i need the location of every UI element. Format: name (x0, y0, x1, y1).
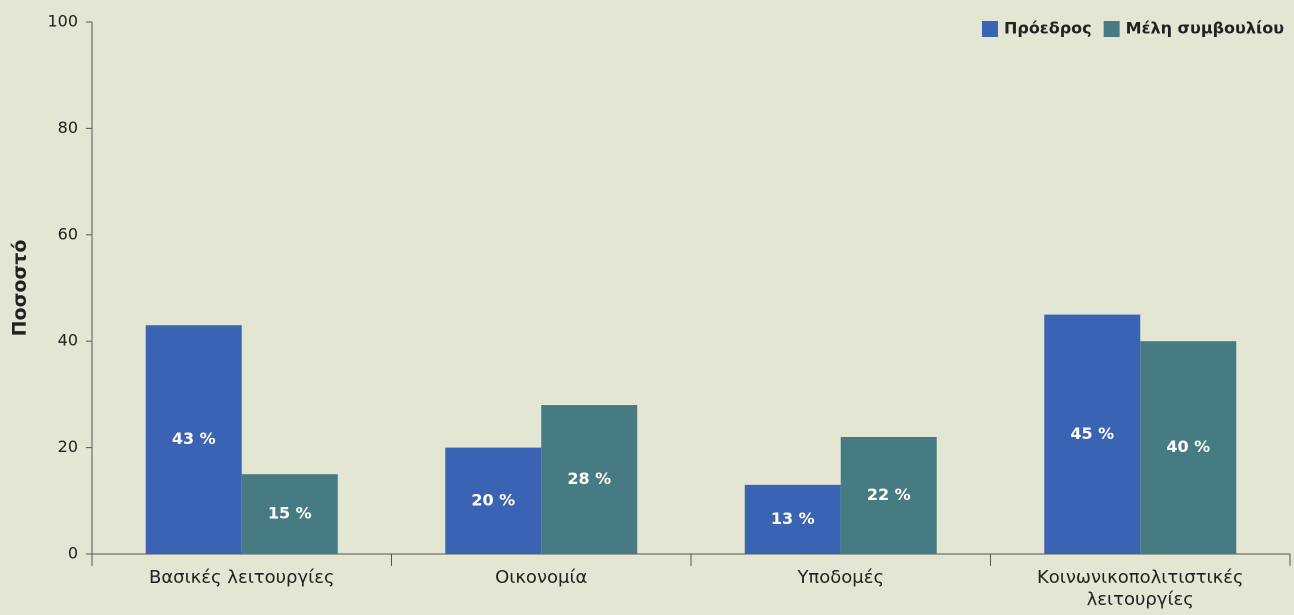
bar (541, 405, 638, 554)
y-tick-label: 60 (58, 224, 78, 243)
x-tick-label: Κοινωνικοπολιτιστικές λειτουργίες (1036, 567, 1244, 610)
x-tick-label: Υποδομές (797, 567, 885, 588)
bar (744, 484, 841, 554)
value-label: 22 % (867, 485, 911, 504)
x-tick-label: Βασικές λειτουργίες (148, 567, 335, 588)
y-tick-label: 40 (58, 331, 78, 350)
value-label: 20 % (471, 490, 515, 509)
bar (145, 325, 242, 554)
y-tick-label: 20 (58, 437, 78, 456)
value-label: 15 % (268, 504, 312, 523)
bar (1044, 314, 1141, 554)
legend-label: Μέλη συμβουλίου (1126, 19, 1285, 38)
legend-swatch (1103, 21, 1120, 37)
value-label: 45 % (1070, 424, 1114, 443)
bar (445, 447, 542, 554)
bar (241, 474, 338, 554)
value-label: 40 % (1166, 437, 1210, 456)
bar (840, 436, 937, 554)
value-label: 28 % (567, 469, 611, 488)
x-tick-label: Οικονομία (495, 567, 588, 588)
y-tick-label: 100 (47, 12, 78, 31)
value-label: 43 % (172, 429, 216, 448)
legend-swatch (981, 21, 998, 37)
value-label: 13 % (771, 509, 815, 528)
bar (1140, 341, 1237, 554)
y-tick-label: 80 (58, 118, 78, 137)
y-axis-title: Ποσοστό (9, 240, 31, 337)
legend-label: Πρόεδρος (1004, 19, 1092, 38)
y-tick-label: 0 (68, 544, 78, 563)
